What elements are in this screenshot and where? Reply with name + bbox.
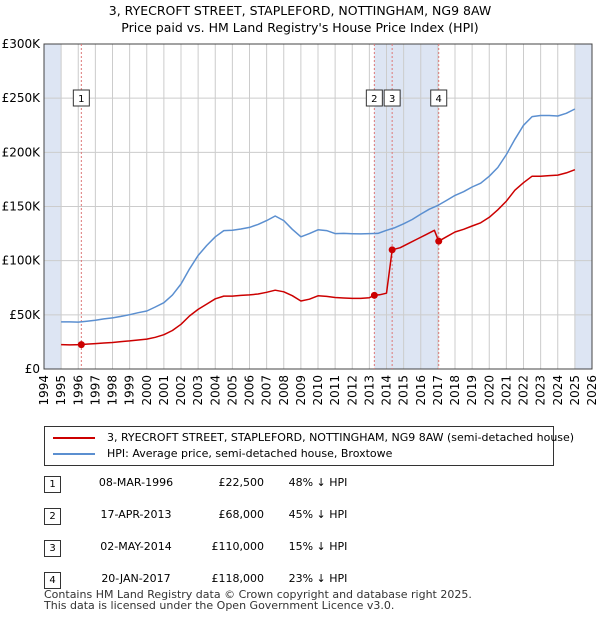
x-tick-label: 1999 <box>123 375 137 406</box>
x-tick-label: 1998 <box>106 375 120 406</box>
hpi-series-line <box>61 108 576 323</box>
x-tick-label: 2011 <box>328 375 342 406</box>
sale-row: 4 20-JAN-2017 £118,000 23% ↓ HPI <box>44 570 564 602</box>
sale-date: 17-APR-2013 <box>100 508 172 521</box>
sale-label-number: 1 <box>78 94 84 105</box>
sale-hpi-diff: 45% ↓ HPI <box>288 508 348 521</box>
x-tick-label: 2021 <box>499 375 513 406</box>
sale-number: 1 <box>44 476 61 493</box>
y-tick-label: £200K <box>2 145 42 159</box>
sale-label-number: 3 <box>389 94 395 105</box>
sale-label-frame <box>383 89 401 107</box>
legend-label-property: 3, RYECROFT STREET, STAPLEFORD, NOTTINGH… <box>107 431 575 444</box>
x-tick-label: 2017 <box>431 375 445 406</box>
x-tick-label: 2004 <box>208 375 222 406</box>
sale-label-box: 1 <box>72 89 90 107</box>
sale-price: £118,000 <box>211 572 265 585</box>
sale-label-box: 2 <box>365 89 383 107</box>
x-tick-label: 2009 <box>294 375 308 406</box>
x-tick-label: 2007 <box>260 375 274 406</box>
sale-row: 2 17-APR-2013 £68,000 45% ↓ HPI <box>44 506 564 538</box>
y-tick-label: £250K <box>2 91 42 105</box>
sale-number: 2 <box>44 508 61 525</box>
x-tick-label: 1995 <box>54 375 68 406</box>
sale-hpi-diff: 48% ↓ HPI <box>288 476 348 489</box>
sale-label-frame <box>72 89 90 107</box>
sale-label-frame <box>430 89 448 107</box>
x-tick-label: 2008 <box>277 375 291 406</box>
sale-date: 02-MAY-2014 <box>100 540 172 553</box>
y-tick-label: £150K <box>2 200 42 214</box>
x-tick-label: 2014 <box>380 375 394 406</box>
footer-line-licence: This data is licensed under the Open Gov… <box>44 599 395 612</box>
sale-date: 20-JAN-2017 <box>101 572 171 585</box>
y-tick-label: £0 <box>25 362 40 376</box>
sale-label-number: 2 <box>371 94 377 105</box>
chart-subtitle: Price paid vs. HM Land Registry's House … <box>121 20 479 35</box>
footer-line-copyright: Contains HM Land Registry data © Crown c… <box>44 588 472 601</box>
sale-price: £22,500 <box>218 476 265 489</box>
sales-table: 1 08-MAR-1996 £22,500 48% ↓ HPI 2 17-APR… <box>44 474 564 602</box>
x-tick-label: 2025 <box>568 375 582 406</box>
chart-legend: 3, RYECROFT STREET, STAPLEFORD, NOTTINGH… <box>44 426 574 466</box>
x-tick-label: 2020 <box>482 375 496 406</box>
sale-price: £110,000 <box>211 540 265 553</box>
price-paid-series-line <box>61 168 576 346</box>
x-tick-label: 2019 <box>465 375 479 406</box>
footer-attribution: Contains HM Land Registry data © Crown c… <box>44 589 472 611</box>
legend-swatch-blue <box>53 453 95 455</box>
plot-frame <box>43 43 593 370</box>
y-tick-label: £50K <box>9 308 41 322</box>
sale-point <box>388 246 396 254</box>
sale-point <box>370 291 378 299</box>
x-tick-label: 2002 <box>174 375 188 406</box>
sale-label-frame <box>365 89 383 107</box>
chart-title: 3, RYECROFT STREET, STAPLEFORD, NOTTINGH… <box>108 3 492 18</box>
x-tick-label: 2013 <box>362 375 376 406</box>
x-tick-label: 2010 <box>311 375 325 406</box>
sale-label-number: 4 <box>436 94 442 105</box>
x-tick-label: 2000 <box>140 375 154 406</box>
x-tick-label: 2005 <box>225 375 239 406</box>
legend-swatch-red <box>53 437 95 439</box>
sale-label-box: 3 <box>383 89 401 107</box>
x-tick-label: 2001 <box>157 375 171 406</box>
x-tick-label: 1994 <box>37 375 51 406</box>
legend-label-hpi: HPI: Average price, semi-detached house,… <box>107 447 393 460</box>
sale-date: 08-MAR-1996 <box>98 476 174 489</box>
sale-row: 1 08-MAR-1996 £22,500 48% ↓ HPI <box>44 474 564 506</box>
x-tick-label: 1996 <box>71 375 85 406</box>
x-tick-label: 2024 <box>551 375 565 406</box>
sale-label-box: 4 <box>430 89 448 107</box>
sale-price: £68,000 <box>218 508 265 521</box>
sale-number: 4 <box>44 572 61 589</box>
x-tick-label: 2018 <box>448 375 462 406</box>
x-tick-label: 2003 <box>191 375 205 406</box>
sale-number: 3 <box>44 540 61 557</box>
x-tick-label: 2006 <box>243 375 257 406</box>
x-tick-label: 2022 <box>517 375 531 406</box>
x-tick-label: 1997 <box>88 375 102 406</box>
y-tick-label: £300K <box>2 37 42 51</box>
x-tick-label: 2026 <box>585 375 599 406</box>
sale-row: 3 02-MAY-2014 £110,000 15% ↓ HPI <box>44 538 564 570</box>
sale-hpi-diff: 23% ↓ HPI <box>288 572 348 585</box>
y-tick-label: £100K <box>2 254 42 268</box>
sale-hpi-diff: 15% ↓ HPI <box>288 540 348 553</box>
sale-point <box>435 237 443 245</box>
x-tick-label: 2023 <box>534 375 548 406</box>
x-tick-label: 2012 <box>345 375 359 406</box>
sale-point <box>77 341 85 349</box>
x-tick-label: 2016 <box>414 375 428 406</box>
x-tick-label: 2015 <box>397 375 411 406</box>
